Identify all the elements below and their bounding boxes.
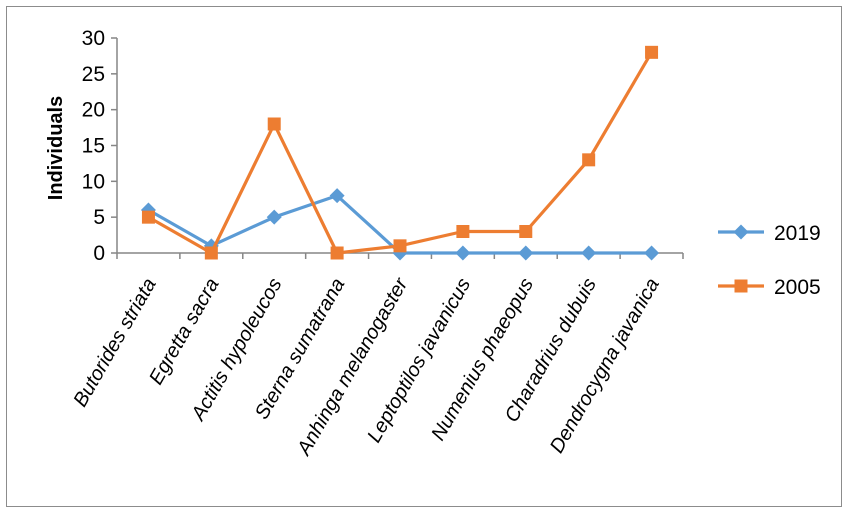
data-point — [456, 225, 470, 238]
data-point — [267, 117, 281, 131]
chart-frame — [6, 6, 842, 507]
series-2005 — [141, 45, 659, 260]
legend-marker — [734, 279, 748, 293]
y-tick-label: 25 — [82, 63, 105, 86]
x-tick-label: Anhinga melanogaster — [293, 273, 413, 459]
data-point — [518, 245, 534, 261]
legend-label: 2005 — [774, 276, 821, 299]
x-tick-label: Dendrocygna javanica — [546, 275, 664, 457]
y-tick-label: 15 — [82, 135, 105, 158]
data-point — [519, 225, 533, 238]
data-point — [329, 188, 345, 204]
data-point — [204, 246, 218, 260]
y-tick-label: 10 — [82, 170, 105, 193]
series-line — [147, 51, 653, 255]
data-point — [330, 246, 344, 260]
legend-item-2005: 2005 — [718, 276, 821, 299]
y-axis-ticks: 0 5 10 15 20 25 30 — [82, 27, 117, 265]
data-point — [645, 45, 659, 59]
y-tick-label: 5 — [93, 206, 105, 229]
legend-label: 2019 — [774, 222, 821, 245]
legend-marker — [733, 224, 749, 240]
data-point — [582, 153, 596, 167]
x-tick-label: Butorides striata — [69, 275, 160, 411]
y-axis-title: Individuals — [45, 96, 67, 200]
data-point — [581, 245, 597, 261]
legend-item-2019: 2019 — [718, 222, 821, 245]
data-point — [141, 210, 155, 224]
data-point — [644, 245, 660, 261]
series-group — [140, 45, 660, 261]
legend: 2019 2005 — [718, 222, 821, 299]
y-tick-label: 30 — [82, 27, 105, 50]
data-point — [393, 239, 407, 253]
y-tick-label: 0 — [93, 242, 105, 265]
y-tick-label: 20 — [82, 99, 105, 122]
data-point — [266, 209, 282, 225]
data-point — [455, 245, 471, 261]
